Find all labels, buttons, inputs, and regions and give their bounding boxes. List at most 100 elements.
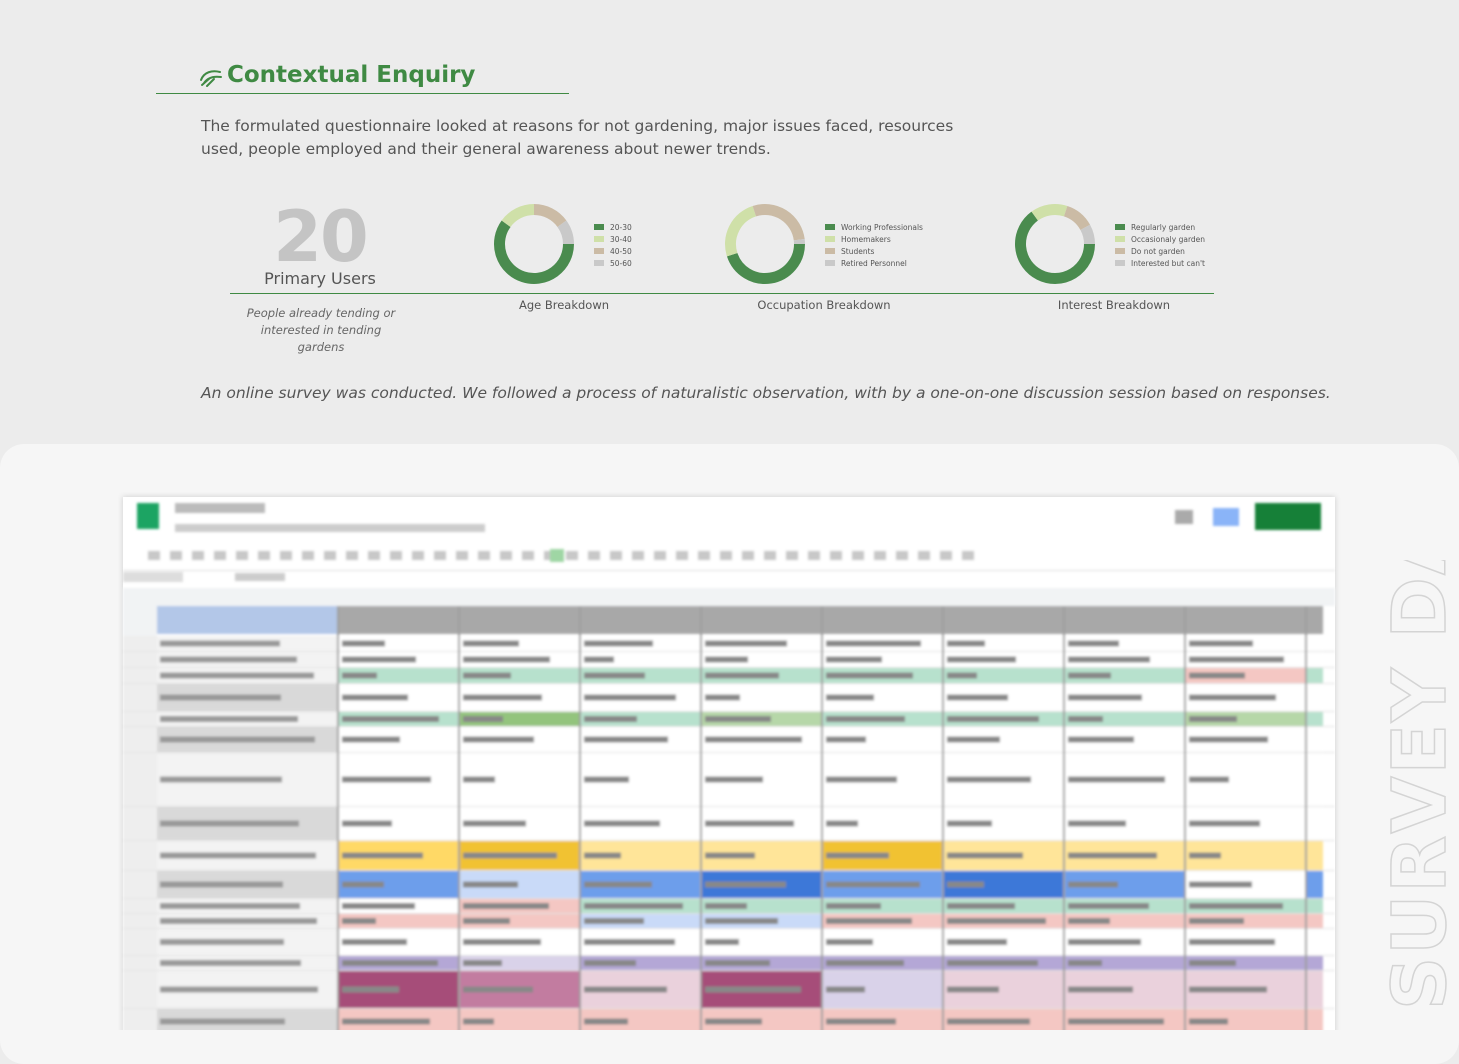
sheet-cell <box>584 853 621 859</box>
sheet-cell <box>123 711 1335 712</box>
sheet-cell <box>584 716 637 722</box>
sheet-cell <box>1189 918 1244 924</box>
sheet-cell <box>434 551 446 560</box>
sheet-cell <box>1063 606 1065 1030</box>
sheet-cell <box>654 551 666 560</box>
sheet-cell <box>342 960 438 966</box>
sheet-cell <box>1068 1019 1164 1025</box>
sheet-cell <box>1307 914 1323 928</box>
sheet-cell <box>944 606 1063 634</box>
sheet-cell <box>947 853 1023 859</box>
sheet-cell <box>346 551 358 560</box>
sheet-cell <box>463 641 519 647</box>
sheet-cell <box>566 551 578 560</box>
sheet-cell <box>460 606 579 634</box>
sheet-cell <box>192 551 204 560</box>
sheet-cell <box>342 737 400 743</box>
sheet-cell <box>947 737 1000 743</box>
sheet-cell <box>705 1019 762 1025</box>
sheet-cell <box>214 551 226 560</box>
sheet-cell <box>123 753 157 806</box>
sheet-cell <box>1068 853 1157 859</box>
sheet-cell <box>1068 882 1118 888</box>
sheet-cell <box>786 551 798 560</box>
sheet-cell <box>160 853 316 859</box>
sheet-cell <box>148 551 160 560</box>
sheet-cell <box>342 918 376 924</box>
intro-text: The formulated questionnaire looked at r… <box>201 115 961 161</box>
sheet-cell <box>1307 971 1323 1008</box>
sheet-cell <box>160 777 282 783</box>
sheet-cell <box>808 551 820 560</box>
legend-swatch <box>1115 248 1125 254</box>
sheet-cell <box>160 903 300 909</box>
sheet-cell <box>522 551 534 560</box>
sheet-cell <box>123 970 1335 971</box>
sheet-cell <box>584 987 667 993</box>
sheet-cell <box>123 928 1335 929</box>
sheet-cell <box>123 1008 1335 1009</box>
sheet-cell <box>821 606 823 1030</box>
sheet-cell <box>826 777 897 783</box>
donut-segment <box>534 210 562 224</box>
sheet-cell <box>550 549 564 562</box>
sheet-cell <box>1065 606 1184 634</box>
sheet-cell <box>123 712 157 726</box>
sheet-cell <box>1068 918 1110 924</box>
sheet-cell <box>1189 657 1284 663</box>
sheet-cell <box>1068 695 1142 701</box>
sheet-cell <box>874 551 886 560</box>
sheet-cell <box>342 821 392 827</box>
sheet-cell <box>947 641 985 647</box>
sheet-cell <box>1184 606 1186 1030</box>
sheet-cell <box>1068 641 1119 647</box>
sheet-cell <box>478 551 490 560</box>
sheet-cell <box>123 971 157 1008</box>
sheet-cell <box>1068 657 1150 663</box>
sheet-cell <box>584 657 614 663</box>
sheet-cell <box>160 641 280 647</box>
sheet-cell <box>123 683 1335 684</box>
sheet-cell <box>676 551 688 560</box>
sheet-cell <box>463 657 550 663</box>
sheet-cell <box>764 551 776 560</box>
sheet-cell <box>160 1019 285 1025</box>
sheet-cell <box>368 551 380 560</box>
sheet-cell <box>584 960 636 966</box>
sheet-cell <box>1068 737 1134 743</box>
sheet-cell <box>1068 673 1111 679</box>
sheet-cell <box>1189 641 1253 647</box>
sheet-cell <box>581 606 700 634</box>
sheet-cell <box>1307 1009 1323 1030</box>
sheet-cell <box>463 939 541 945</box>
sheet-cell <box>1255 503 1321 530</box>
sheet-cell <box>1189 960 1236 966</box>
sheet-cell <box>705 716 771 722</box>
sheet-cell <box>962 551 974 560</box>
sheet-cell <box>705 918 778 924</box>
sheet-cell <box>463 673 511 679</box>
sheet-cell <box>463 737 534 743</box>
sheet-cell <box>123 871 157 898</box>
sheet-cell <box>342 903 415 909</box>
sheet-cell <box>947 987 999 993</box>
sheet-cell <box>123 572 183 582</box>
sheet-cell <box>826 673 913 679</box>
sheet-cell <box>160 918 317 924</box>
sheet-cell <box>1189 882 1252 888</box>
sheet-cell <box>705 737 802 743</box>
legend-label: Regularly garden <box>1131 223 1195 232</box>
sheet-cell <box>160 695 281 701</box>
sheet-cell <box>705 821 794 827</box>
sheet-cell <box>160 960 301 966</box>
sheet-cell <box>160 821 299 827</box>
sheet-cell <box>1189 821 1260 827</box>
sheet-cell <box>826 641 921 647</box>
sheet-cell <box>280 551 292 560</box>
sheet-cell <box>1307 807 1323 840</box>
sheet-cell <box>1307 636 1323 651</box>
legend-swatch <box>1115 236 1125 242</box>
donut-segment <box>500 224 569 279</box>
sheet-cell <box>720 551 732 560</box>
